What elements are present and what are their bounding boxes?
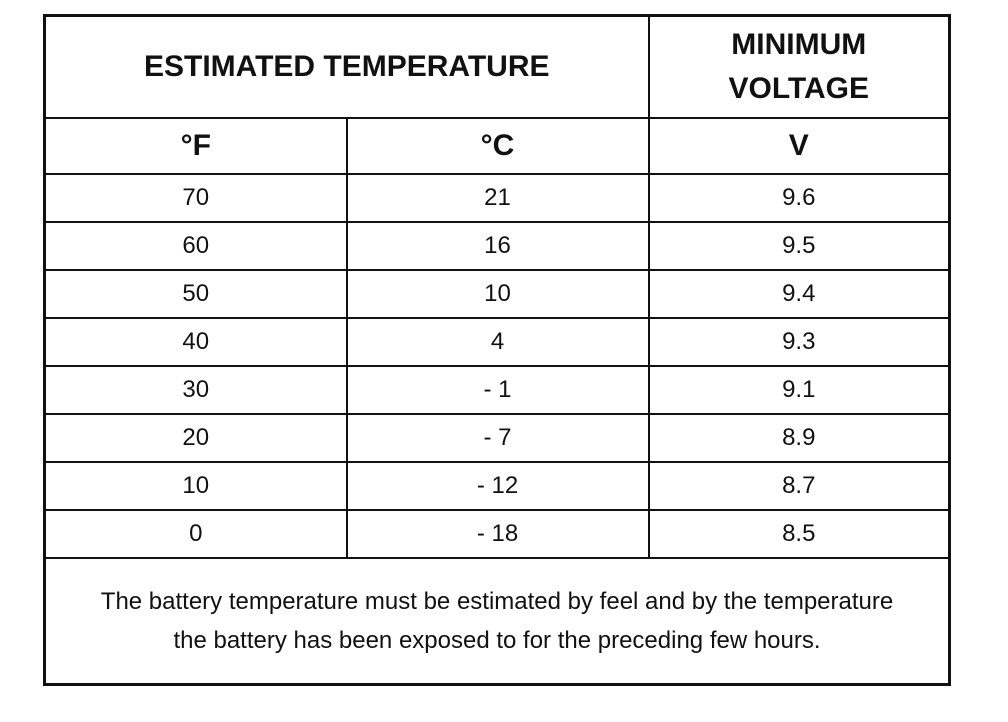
note-cell: The battery temperature must be estimate… [43, 557, 951, 686]
data-cell: 16 [345, 221, 650, 271]
data-cell: 10 [345, 269, 650, 319]
data-cell: 9.4 [647, 269, 951, 319]
data-cell: 40 [43, 317, 348, 367]
data-row: 60 16 9.5 [43, 221, 951, 271]
table-body: ESTIMATED TEMPERATURE MINIMUM VOLTAGE °F… [43, 14, 951, 686]
units-row: °F °C V [43, 117, 951, 175]
data-cell: - 7 [345, 413, 650, 463]
data-cell: 50 [43, 269, 348, 319]
data-row: 20- 7 8.9 [43, 413, 951, 463]
data-cell: 9.1 [647, 365, 951, 415]
data-cell: 0 [43, 509, 348, 559]
header-cell: MINIMUM VOLTAGE [647, 14, 951, 119]
data-cell: - 12 [345, 461, 650, 511]
data-row: 30- 1 9.1 [43, 365, 951, 415]
data-cell: 9.5 [647, 221, 951, 271]
data-cell: 70 [43, 173, 348, 223]
data-cell: - 18 [345, 509, 650, 559]
data-row: 10- 12 8.7 [43, 461, 951, 511]
voltage-table: ESTIMATED TEMPERATURE MINIMUM VOLTAGE °F… [43, 14, 951, 686]
data-cell: 30 [43, 365, 348, 415]
data-row: 40 4 9.3 [43, 317, 951, 367]
data-cell: 9.6 [647, 173, 951, 223]
data-cell: 20 [43, 413, 348, 463]
data-cell: 8.9 [647, 413, 951, 463]
note-row: The battery temperature must be estimate… [43, 557, 951, 686]
header-row: ESTIMATED TEMPERATURE MINIMUM VOLTAGE [43, 14, 951, 119]
data-cell: 60 [43, 221, 348, 271]
header-text: MINIMUM VOLTAGE [728, 28, 870, 105]
unit-cell: °C [345, 117, 650, 175]
unit-cell: °F [43, 117, 348, 175]
data-cell: 10 [43, 461, 348, 511]
data-cell: 9.3 [647, 317, 951, 367]
data-cell: 21 [345, 173, 650, 223]
header-cell: ESTIMATED TEMPERATURE [43, 14, 650, 119]
data-cell: 8.7 [647, 461, 951, 511]
unit-cell: V [647, 117, 951, 175]
data-cell: 4 [345, 317, 650, 367]
data-cell: - 1 [345, 365, 650, 415]
data-row: 70 21 9.6 [43, 173, 951, 223]
data-row: 0- 18 8.5 [43, 509, 951, 559]
data-cell: 8.5 [647, 509, 951, 559]
data-row: 50 10 9.4 [43, 269, 951, 319]
